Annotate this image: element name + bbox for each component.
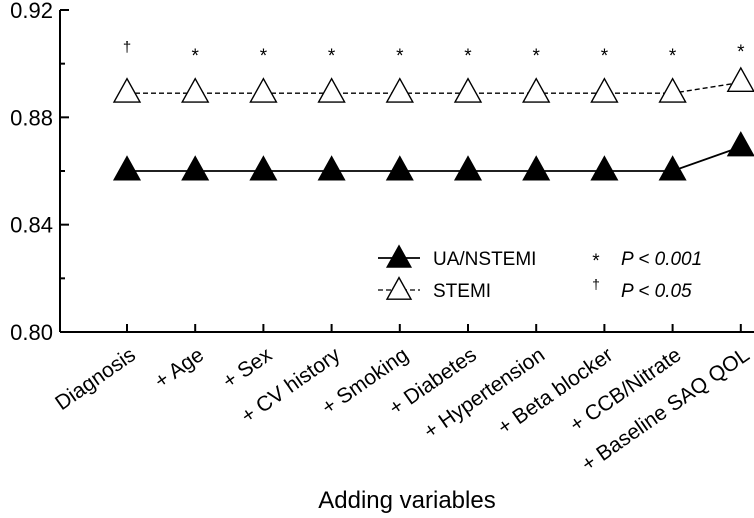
legend-marker [385,276,413,300]
significance-mark: * [464,46,472,67]
x-tick-label: + Age [150,343,208,393]
data-point [249,77,278,103]
significance-mark: * [260,46,268,67]
significance-legend-text: P < 0.05 [621,281,692,302]
y-tick-label: 0.92 [10,0,53,23]
significance-legend-text: P < 0.001 [621,249,702,270]
data-point [249,155,278,181]
legend-label: UA/NSTEMI [433,249,536,270]
significance-mark: * [601,46,609,67]
significance-mark: * [328,46,336,67]
data-point [658,77,687,103]
legend-marker [385,244,413,268]
significance-legend-symbol: † [592,276,600,292]
axes: 0.80 0.84 0.88 0.92 Adding variables [10,0,754,514]
series-line-ua-nstemi [127,146,742,172]
significance-mark: * [191,46,199,67]
data-point [522,155,551,181]
x-tick-label: + Hypertension [420,343,549,443]
significance-mark: * [396,46,404,67]
data-point [590,155,619,181]
data-point [522,77,551,103]
series-layer [112,66,754,181]
x-axis-title: Adding variables [318,487,495,514]
data-point [385,77,414,103]
data-point [112,155,142,181]
data-point [726,131,754,157]
data-point [453,155,483,181]
data-point [453,77,483,103]
series-line-stemi [127,81,741,94]
data-point [385,155,414,181]
data-point [658,155,687,181]
significance-legend-symbol: * [592,251,600,272]
significance-mark: † [123,39,131,56]
significance-mark: * [669,46,677,67]
y-tick-label: 0.84 [10,213,53,238]
category-labels: Diagnosis + Age + Sex+ CV history+ Smoking… [51,343,754,476]
data-point [181,155,210,181]
significance-marks: † * * * * * * * * * [123,39,745,67]
legend-label: STEMI [433,281,491,302]
significance-mark: * [532,46,540,67]
significance-mark: * [737,42,745,63]
x-tick-label: + Sex [219,343,277,393]
x-tick-label: + Beta blocker [494,343,618,439]
x-tick-label: Diagnosis [51,343,140,415]
data-point [317,77,346,103]
legend: UA/NSTEMI STEMI * P < 0.001 † P < 0.05 [378,244,702,302]
data-point [317,155,346,181]
data-point [726,66,754,93]
y-tick-label: 0.88 [10,105,53,130]
data-point [181,77,210,103]
y-tick-label: 0.80 [10,320,53,345]
data-point [112,77,142,103]
data-point [590,77,619,103]
